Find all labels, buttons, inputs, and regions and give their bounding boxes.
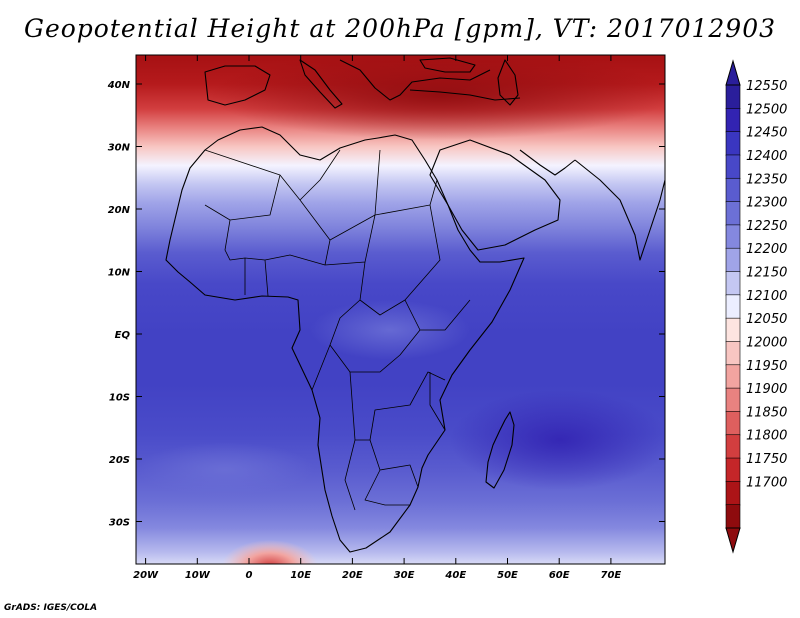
- colorbar-arrow-top: [725, 59, 741, 86]
- lon-tick-label: 40E: [444, 570, 466, 581]
- lat-tick-label: 30S: [109, 518, 130, 529]
- colorbar-swatch: [725, 457, 741, 483]
- colorbar-swatch: [725, 504, 741, 529]
- lon-tick-label: 50E: [497, 570, 518, 581]
- colorbar-label: 12150: [746, 266, 787, 281]
- caspian-coastline: [497, 59, 519, 106]
- colorbar-swatch: [725, 154, 741, 180]
- lon-tick-label: 0: [246, 570, 253, 581]
- colorbar-swatch: [725, 131, 741, 156]
- europe-coastline: [204, 65, 271, 106]
- lat-tick-label: EQ: [115, 330, 131, 341]
- africa-coastline: [165, 126, 525, 553]
- colorbar-label: 12550: [746, 79, 787, 94]
- colorbar-swatch: [725, 434, 741, 459]
- arabia-coastline: [429, 139, 561, 251]
- madagascar-coastline: [485, 411, 515, 489]
- colorbar: 12550 12500 12450 12400 12350 12300 12250 12200…: [725, 59, 787, 554]
- colorbar-swatch: [725, 294, 741, 319]
- colorbar-label: 11800: [746, 429, 787, 444]
- colorbar-label: 12200: [746, 242, 787, 257]
- lat-tick-label: 30N: [108, 143, 131, 154]
- colorbar-swatch: [725, 201, 741, 226]
- colorbar-swatch: [725, 224, 741, 250]
- turkey-coastline: [409, 89, 521, 101]
- northern-low-height-core: [210, 55, 665, 140]
- colorbar-label: 12050: [746, 312, 787, 327]
- lat-tick-label: 20S: [109, 455, 130, 466]
- colorbar-label: 12300: [746, 196, 787, 211]
- plot-frame: [135, 54, 666, 565]
- colorbar-label: 12350: [746, 172, 787, 187]
- colorbar-label: 11950: [746, 359, 787, 374]
- colorbar-arrow-bottom: [725, 527, 741, 554]
- map-title: Geopotential Height at 200hPa [gpm], VT:…: [23, 14, 777, 43]
- italy-coastline: [299, 59, 343, 109]
- colorbar-swatch: [725, 317, 741, 343]
- colorbar-label: 12250: [746, 219, 787, 234]
- lat-tick-label: 10N: [108, 268, 131, 279]
- colorbar-swatch: [725, 341, 741, 366]
- colorbar-swatch: [725, 177, 741, 203]
- colorbar-label: 12500: [746, 102, 787, 117]
- lon-tick-label: 20W: [133, 570, 159, 581]
- colorbar-swatch: [725, 387, 741, 413]
- shaded-field: [136, 55, 665, 564]
- longitude-axis: 20W 10W 0 10E 20E 30E 40E 50E 60E 70E: [133, 55, 621, 581]
- colorbar-label: 11700: [746, 475, 787, 490]
- indian-ocean-high-core: [450, 390, 665, 490]
- country-borders: [204, 149, 471, 511]
- balkans-coastline: [339, 59, 491, 101]
- colorbar-swatch: [725, 84, 741, 110]
- colorbar-label: 11750: [746, 452, 787, 467]
- lon-tick-label: 20E: [342, 570, 363, 581]
- asia-coastline: [574, 159, 665, 261]
- colorbar-swatch: [725, 411, 741, 436]
- congo-light-patch: [310, 300, 470, 360]
- colorbar-label: 12100: [746, 289, 787, 304]
- lat-tick-label: 20N: [108, 205, 131, 216]
- grads-credit: GrADS: IGES/COLA: [4, 603, 98, 613]
- colorbar-swatch: [725, 271, 741, 296]
- colorbar-swatch: [725, 247, 741, 273]
- lon-tick-label: 10E: [290, 570, 311, 581]
- southern-warm-patch: [222, 540, 318, 564]
- coastlines: [165, 57, 665, 553]
- lat-tick-label: 10S: [109, 393, 130, 404]
- latitude-axis: 40N 30N 20N 10N EQ 10S 20S 30S: [107, 80, 665, 529]
- lat-tick-label: 40N: [107, 80, 131, 91]
- persian-gulf-coastline: [519, 149, 576, 176]
- colorbar-swatch: [725, 108, 741, 133]
- colorbar-label: 12450: [746, 126, 787, 141]
- colorbar-label: 12400: [746, 149, 787, 164]
- lon-tick-label: 30E: [394, 570, 415, 581]
- colorbar-label: 12000: [746, 335, 787, 350]
- south-atlantic-light-patch: [136, 442, 315, 498]
- colorbar-swatch: [725, 364, 741, 389]
- colorbar-swatch: [725, 481, 741, 506]
- black-sea-coastline: [419, 57, 476, 73]
- lon-tick-label: 60E: [549, 570, 570, 581]
- lon-tick-label: 70E: [601, 570, 622, 581]
- colorbar-label: 11850: [746, 405, 787, 420]
- lon-tick-label: 10W: [185, 570, 211, 581]
- colorbar-label: 11900: [746, 382, 787, 397]
